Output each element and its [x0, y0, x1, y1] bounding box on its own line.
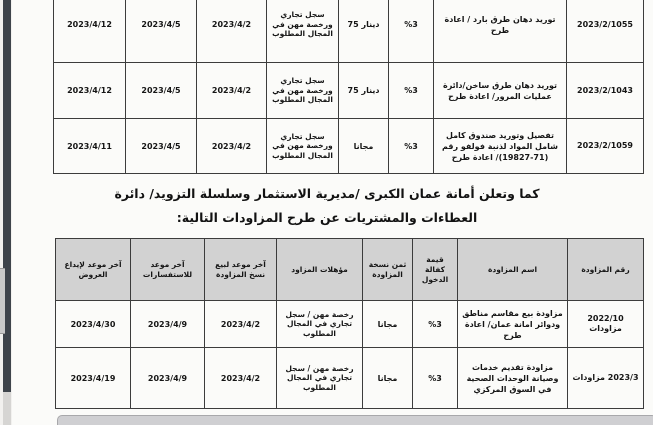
cell-copy-price: مجانا [362, 300, 413, 348]
header-deposit-deadline: آخر موعد لإيداع العروض [55, 238, 131, 301]
cell-auction-name: مزاودة بيع مقاسم مناطق ودوائر امانة عمان… [457, 300, 568, 348]
header-entry-bond: قيمة كفالة الدخول [412, 238, 458, 301]
cell-entry-bond: %3 [388, 0, 434, 63]
cell-auction-number: 2023/3 مزاودات [567, 347, 644, 409]
cell-entry-bond: %3 [388, 62, 434, 119]
heading-line-2: العطاءات والمشتريات عن طرح المزاودات الت… [176, 210, 478, 225]
cell-tender-number: 2023/2/1059 [566, 118, 644, 174]
cell-tender-number: 2023/2/1043 [566, 62, 644, 119]
cell-auction-name: مزاودة تقديم خدمات وصيانة الوحدات الصحية… [457, 347, 568, 409]
tenders-table: 2023/2/1055 توريد دهان طرق بارد / اعادة … [53, 0, 644, 174]
cell-deposit-deadline: 2023/4/12 [53, 62, 126, 119]
cell-copy-price: 75 دينار [338, 62, 389, 119]
cell-tender-name: توريد دهان طرق ساخن/دائرة عمليات المرور/… [433, 62, 567, 119]
announcement-heading: كما وتعلن أمانة عمان الكبرى /مديرية الاس… [12, 182, 642, 230]
header-copy-price: ثمن نسخة المزاودة [362, 238, 413, 301]
table-row: 2023/2/1059 تفصيل وتوريد صندوق كامل شامل… [53, 118, 644, 174]
cell-sell-deadline: 2023/4/2 [196, 62, 267, 119]
cell-qualifications: سجل تجاري ورخصة مهن في المجال المطلوب [266, 0, 339, 63]
cell-inquiry-deadline: 2023/4/9 [130, 347, 205, 409]
header-qualifications: مؤهلات المزاود [276, 238, 363, 301]
header-inquiry-deadline: آخر موعد للاستفسارات [130, 238, 205, 301]
cell-sell-deadline: 2023/4/2 [204, 347, 277, 409]
cell-entry-bond: %3 [388, 118, 434, 174]
table-row: 2023/2/1055 توريد دهان طرق بارد / اعادة … [53, 0, 644, 63]
cell-qualifications: رخصة مهن / سجل تجاري في المجال المطلوب [276, 300, 363, 348]
cell-sell-deadline: 2023/4/2 [196, 118, 267, 174]
cell-auction-number: 2022/10 مزاودات [567, 300, 644, 348]
cell-deposit-deadline: 2023/4/19 [55, 347, 131, 409]
cell-qualifications: رخصة مهن / سجل تجاري في المجال المطلوب [276, 347, 363, 409]
table-row: 2023/3 مزاودات مزاودة تقديم خدمات وصيانة… [55, 347, 644, 409]
page-edge-bar [3, 0, 11, 392]
page-edge-bar-bottom [3, 392, 11, 425]
cell-sell-deadline: 2023/4/2 [204, 300, 277, 348]
table-row: 2022/10 مزاودات مزاودة بيع مقاسم مناطق و… [55, 300, 644, 348]
table-row: 2023/2/1043 توريد دهان طرق ساخن/دائرة عم… [53, 62, 644, 119]
cell-inquiry-deadline: 2023/4/9 [130, 300, 205, 348]
scrollbar-thumb[interactable] [0, 268, 5, 334]
cell-inquiry-deadline: 2023/4/5 [125, 0, 197, 63]
cell-deposit-deadline: 2023/4/30 [55, 300, 131, 348]
header-auction-name: اسم المزاودة [457, 238, 568, 301]
cell-qualifications: سجل تجاري ورخصة مهن في المجال المطلوب [266, 118, 339, 174]
cell-deposit-deadline: 2023/4/12 [53, 0, 126, 63]
cell-inquiry-deadline: 2023/4/5 [125, 118, 197, 174]
cell-copy-price: مجانا [338, 118, 389, 174]
cell-tender-number: 2023/2/1055 [566, 0, 644, 63]
cell-inquiry-deadline: 2023/4/5 [125, 62, 197, 119]
viewer-left-rail [0, 0, 12, 425]
cell-sell-deadline: 2023/4/2 [196, 0, 267, 63]
header-auction-number: رقم المزاودة [567, 238, 644, 301]
cell-deposit-deadline: 2023/4/11 [53, 118, 126, 174]
cell-tender-name: توريد دهان طرق بارد / اعادة طرح [433, 0, 567, 63]
heading-line-1: كما وتعلن أمانة عمان الكبرى /مديرية الاس… [114, 186, 540, 201]
cell-entry-bond: %3 [412, 347, 458, 409]
auctions-table: رقم المزاودة اسم المزاودة قيمة كفالة الد… [55, 238, 644, 409]
header-sell-deadline: آخر موعد لبيع نسخ المزاودة [204, 238, 277, 301]
next-section-top-edge [57, 415, 653, 425]
table-header-row: رقم المزاودة اسم المزاودة قيمة كفالة الد… [55, 238, 644, 301]
cell-entry-bond: %3 [412, 300, 458, 348]
cell-copy-price: مجانا [362, 347, 413, 409]
cell-copy-price: 75 دينار [338, 0, 389, 63]
cell-qualifications: سجل تجاري ورخصة مهن في المجال المطلوب [266, 62, 339, 119]
cell-tender-name: تفصيل وتوريد صندوق كامل شامل المواد لذنب… [433, 118, 567, 174]
